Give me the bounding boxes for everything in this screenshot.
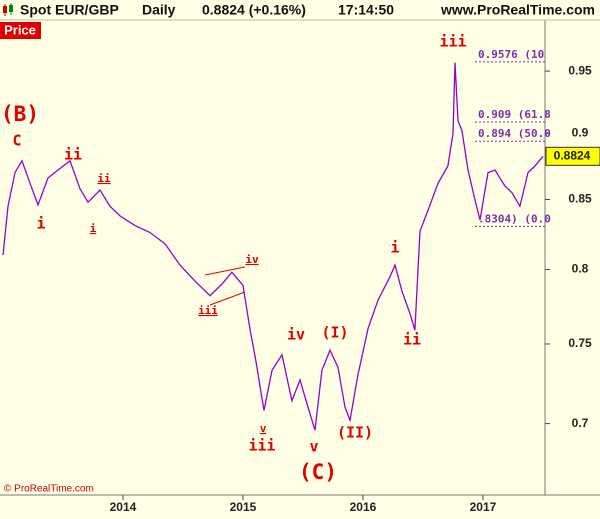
level-label: .8304) (0.0 [478,212,551,225]
wave-label: iii [439,33,466,51]
wave-label: ii [64,146,82,164]
last-value-label: 0.8824 [554,148,591,162]
wave-label: v [309,438,318,456]
time: 17:14:50 [338,2,394,18]
wave-label: iii [198,304,218,317]
level-label: 0.9576 (10 [478,48,544,61]
wave-label: (I) [321,324,348,342]
wave-label: iv [245,253,259,266]
level-label: 0.909 (61.8 [478,108,551,121]
panel-label: Price [4,22,36,37]
wave-label: (C) [299,460,337,484]
period: Daily [142,2,176,18]
wave-label: v [260,422,267,435]
y-tick-label: 0.7 [572,416,589,430]
y-tick-label: 0.9 [572,126,589,140]
y-tick-label: 0.85 [568,192,592,206]
wave-label: (B) [1,102,39,126]
candle-icon [3,3,13,16]
wave-label: i [90,222,97,235]
wave-label: ii [97,172,111,185]
price-line [2,62,544,431]
y-tick-label: 0.8 [572,262,589,276]
wave-label: iv [287,326,305,344]
wave-label: ii [403,331,421,349]
wave-label: C [12,132,21,150]
x-tick-label: 2017 [470,500,497,514]
site: www.ProRealTime.com [440,2,595,18]
y-tick-label: 0.95 [568,63,592,77]
y-tick-label: 0.75 [568,336,592,350]
wave-label: i [390,239,399,257]
wave-label: (II) [337,424,373,442]
panel-label-box [0,22,41,39]
copyright: © ProRealTime.com [4,484,94,495]
wave-label: i [36,215,45,233]
last-value-box [545,146,600,166]
symbol: Spot EUR/GBP [20,2,119,18]
wave-label: iii [248,437,275,455]
x-tick-label: 2014 [110,500,137,514]
level-label: 0.894 (50.0 [478,127,551,140]
x-tick-label: 2016 [350,500,377,514]
x-tick-label: 2015 [230,500,257,514]
trendlines [204,266,246,306]
quote: 0.8824 (+0.16%) [202,2,306,18]
